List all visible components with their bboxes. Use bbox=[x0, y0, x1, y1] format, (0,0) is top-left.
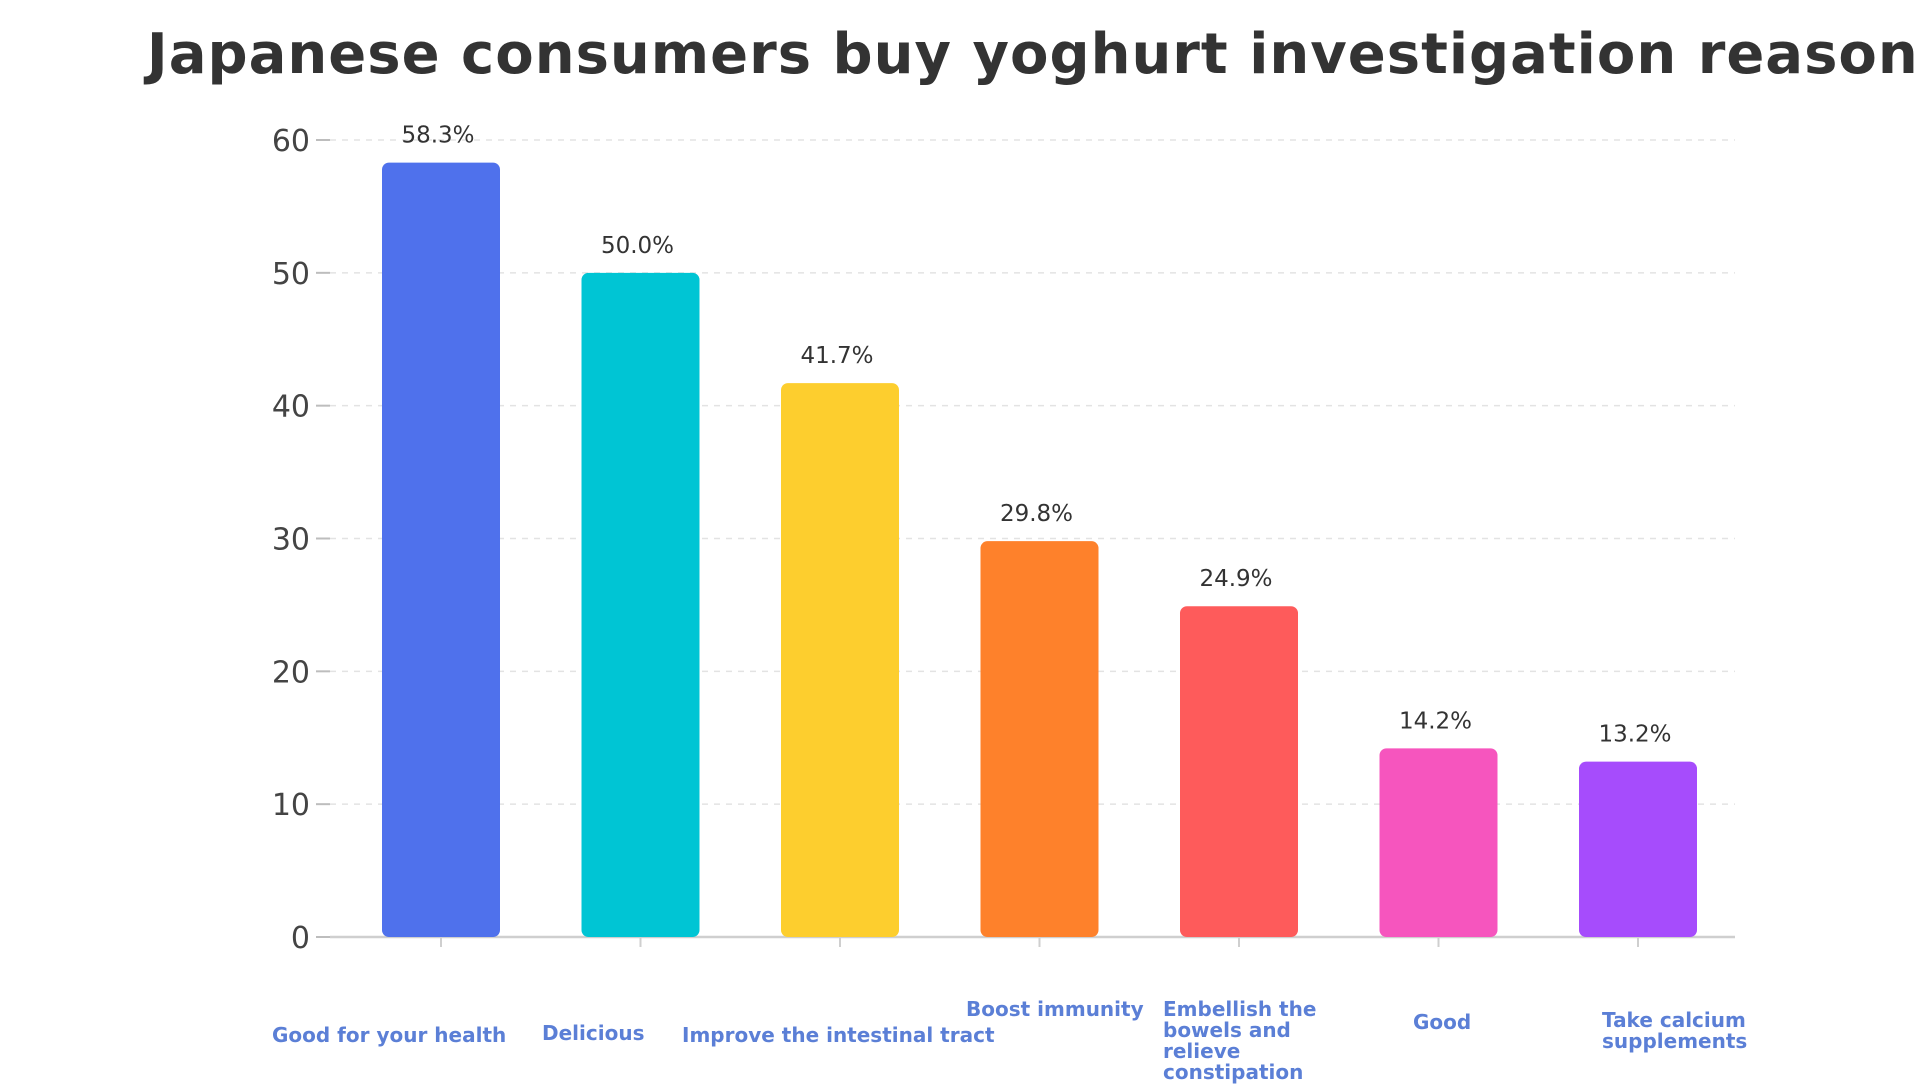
data-label: 50.0% bbox=[601, 233, 674, 259]
x-category-label: Boost immunity bbox=[966, 997, 1144, 1021]
data-label: 58.3% bbox=[401, 123, 474, 149]
x-category-label: Good for your health bbox=[272, 1023, 507, 1047]
y-tick-label: 50 bbox=[272, 257, 310, 292]
x-category-label: Improve the intestinal tract bbox=[682, 1023, 995, 1047]
data-label: 14.2% bbox=[1399, 708, 1472, 734]
bar bbox=[781, 383, 899, 938]
x-category-label: Embellish the bowels and relieve constip… bbox=[1163, 997, 1317, 1084]
data-label-layer: 58.3% 50.0% 41.7% 29.8% 24.9% 14.2% 13.2% bbox=[401, 123, 1671, 748]
x-category-label: Good bbox=[1413, 1010, 1472, 1034]
y-tick-label: 10 bbox=[272, 788, 310, 823]
y-tick-label: 60 bbox=[272, 124, 310, 159]
y-tick-label: 0 bbox=[291, 921, 310, 956]
data-label: 29.8% bbox=[1000, 501, 1073, 527]
bar bbox=[1180, 606, 1298, 937]
bar-layer bbox=[382, 162, 1697, 938]
bar bbox=[1579, 761, 1697, 937]
data-label: 13.2% bbox=[1598, 722, 1671, 748]
bar bbox=[1379, 748, 1498, 937]
y-tick-label: 30 bbox=[272, 523, 310, 558]
x-category-label: Delicious bbox=[542, 1021, 645, 1045]
chart-title: Japanese consumers buy yoghurt investiga… bbox=[146, 22, 1920, 87]
y-tick-label: 40 bbox=[272, 390, 310, 425]
x-category-label: Take calcium supplements bbox=[1602, 1008, 1748, 1053]
bar bbox=[980, 541, 1099, 937]
data-label: 24.9% bbox=[1199, 566, 1272, 592]
y-tick-label: 20 bbox=[272, 655, 310, 690]
data-label: 41.7% bbox=[800, 343, 873, 369]
bar bbox=[581, 272, 700, 937]
bar bbox=[382, 162, 500, 937]
